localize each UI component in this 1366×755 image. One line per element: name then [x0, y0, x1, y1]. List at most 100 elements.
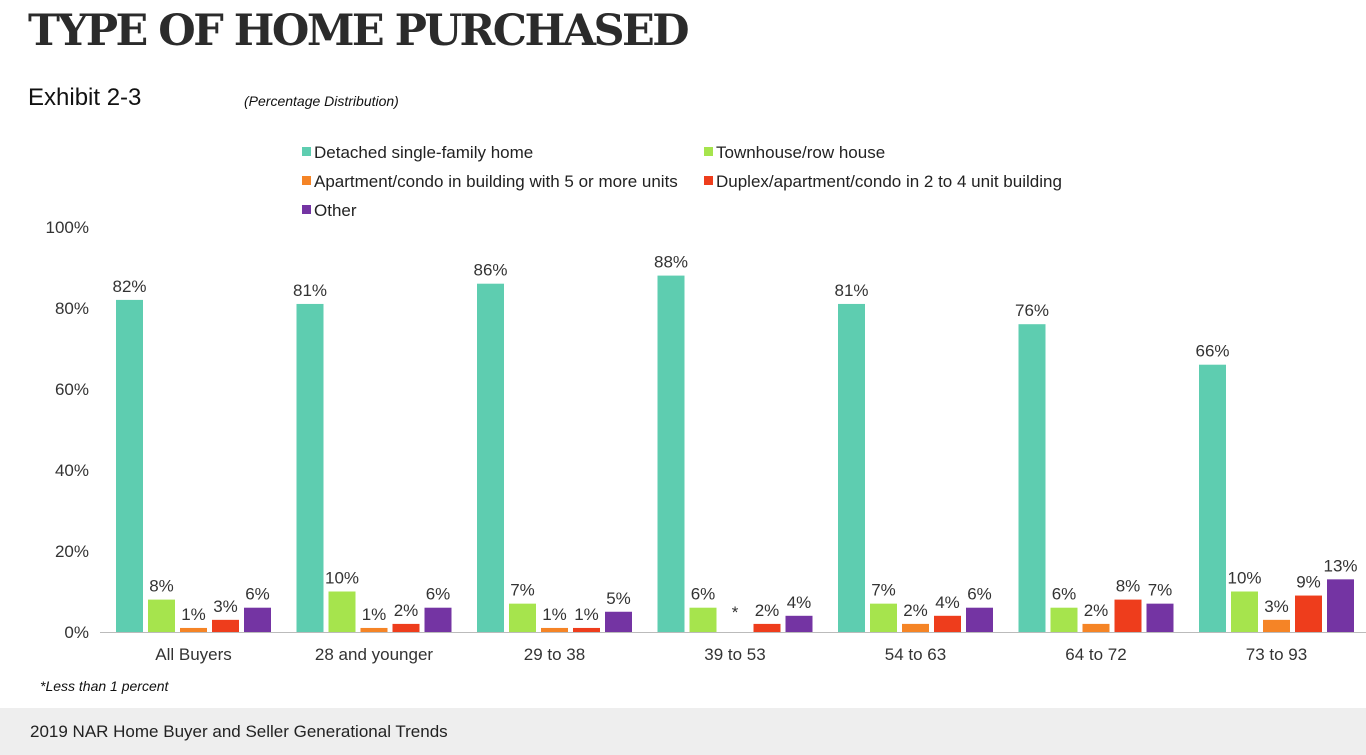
y-tick-label: 60% — [55, 380, 89, 399]
data-label: 2% — [755, 601, 780, 620]
bar — [934, 615, 961, 632]
bar — [148, 599, 175, 632]
data-label: 3% — [1264, 597, 1289, 616]
chart-bars: 82%8%1% 3%6%81%10%1% 2%6%86%7%1% 1%5%88%6%*… — [112, 253, 1358, 632]
data-label: 4% — [787, 593, 812, 612]
data-label: 4% — [935, 593, 960, 612]
bar — [1263, 619, 1290, 632]
category-group: 82% 8% 1% 3% 6% — [112, 277, 271, 632]
bar — [1327, 579, 1354, 632]
legend-label: Detached single-family home — [314, 143, 533, 162]
data-label: 8% — [1116, 577, 1141, 596]
data-label: 10% — [1227, 569, 1261, 588]
y-tick-label: 40% — [55, 461, 89, 480]
y-tick-label: 80% — [55, 299, 89, 318]
data-label: 2% — [1084, 601, 1109, 620]
bar — [328, 591, 356, 632]
data-label: 66% — [1195, 342, 1229, 361]
bar — [1295, 595, 1322, 632]
bar — [785, 615, 813, 632]
bar — [1199, 364, 1226, 632]
data-label: 3% — [213, 597, 238, 616]
footer-text: 2019 NAR Home Buyer and Seller Generatio… — [30, 722, 448, 741]
legend-item: Other — [302, 201, 357, 220]
bar — [753, 623, 781, 632]
data-label: 6% — [245, 585, 270, 604]
footer-bar: 2019 NAR Home Buyer and Seller Generatio… — [0, 708, 1366, 755]
y-axis: 0% 20% 40% 60% 80% 100% — [46, 218, 89, 642]
x-tick-label: 54 to 63 — [885, 645, 946, 664]
y-tick-label: 0% — [64, 623, 89, 642]
bar — [902, 623, 929, 632]
legend-swatch — [704, 147, 713, 156]
data-label: 10% — [325, 569, 359, 588]
data-label: 7% — [510, 581, 535, 600]
chart-legend: Detached single-family home Townhouse/row… — [302, 143, 1062, 220]
bar — [605, 611, 632, 632]
x-tick-label: All Buyers — [155, 645, 232, 664]
data-label: 13% — [1323, 556, 1357, 575]
data-label: 76% — [1015, 301, 1049, 320]
bar — [1231, 591, 1258, 632]
bar — [392, 623, 420, 632]
legend-swatch — [302, 205, 311, 214]
data-label: 6% — [426, 585, 451, 604]
x-tick-label: 73 to 93 — [1246, 645, 1307, 664]
category-group: 86% 7% 1% 1% 5% — [473, 261, 632, 632]
data-label: 9% — [1296, 573, 1321, 592]
y-tick-label: 100% — [46, 218, 89, 237]
bar — [212, 619, 239, 632]
data-label: 82% — [112, 277, 146, 296]
data-label: 81% — [293, 281, 327, 300]
x-tick-label: 28 and younger — [315, 645, 433, 664]
category-group: 88% 6% * 2% 4% — [654, 253, 813, 632]
bar — [1018, 324, 1046, 632]
bar — [573, 627, 600, 632]
legend-label: Townhouse/row house — [716, 143, 885, 162]
data-label: 6% — [691, 585, 716, 604]
bar — [689, 607, 717, 632]
bar — [424, 607, 452, 632]
data-label: 1% — [362, 605, 387, 624]
category-group: 76% 6% 2% 8% 7% — [1015, 301, 1174, 632]
bar — [180, 627, 207, 632]
footnote: *Less than 1 percent — [40, 678, 169, 694]
legend-label: Duplex/apartment/condo in 2 to 4 unit bu… — [716, 172, 1062, 191]
legend-item: Duplex/apartment/condo in 2 to 4 unit bu… — [704, 172, 1062, 191]
data-label: 6% — [1052, 585, 1077, 604]
legend-swatch — [704, 176, 713, 185]
x-axis: All Buyers 28 and younger 29 to 38 39 to 53… — [155, 645, 1307, 664]
exhibit-label: Exhibit 2-3 — [28, 84, 142, 111]
data-label: 81% — [834, 281, 868, 300]
bar-chart: Detached single-family home Townhouse/row… — [46, 143, 1366, 664]
data-label: 8% — [149, 577, 174, 596]
data-label: 7% — [871, 581, 896, 600]
data-label: 86% — [473, 261, 507, 280]
bar — [477, 283, 504, 632]
bar — [360, 627, 388, 632]
bar — [966, 607, 993, 632]
bar — [870, 603, 897, 632]
bar — [1050, 607, 1078, 632]
legend-item: Detached single-family home — [302, 143, 533, 162]
data-label: 1% — [181, 605, 206, 624]
bar — [1082, 623, 1110, 632]
legend-swatch — [302, 176, 311, 185]
data-label: 7% — [1148, 581, 1173, 600]
data-label: 2% — [903, 601, 928, 620]
bar — [838, 303, 865, 632]
bar — [116, 299, 143, 632]
category-group: 66% 10%3% 9%13% — [1195, 342, 1358, 632]
legend-item: Apartment/condo in building with 5 or mo… — [302, 172, 678, 191]
legend-item: Townhouse/row house — [704, 143, 885, 162]
bar — [657, 275, 685, 632]
data-label: * — [732, 603, 739, 622]
category-group: 81% 10%1% 2% 6% — [293, 281, 452, 632]
bar — [1146, 603, 1174, 632]
legend-swatch — [302, 147, 311, 156]
x-tick-label: 39 to 53 — [704, 645, 765, 664]
bar — [509, 603, 536, 632]
x-tick-label: 64 to 72 — [1065, 645, 1126, 664]
bar — [541, 627, 568, 632]
legend-label: Apartment/condo in building with 5 or mo… — [314, 172, 678, 191]
